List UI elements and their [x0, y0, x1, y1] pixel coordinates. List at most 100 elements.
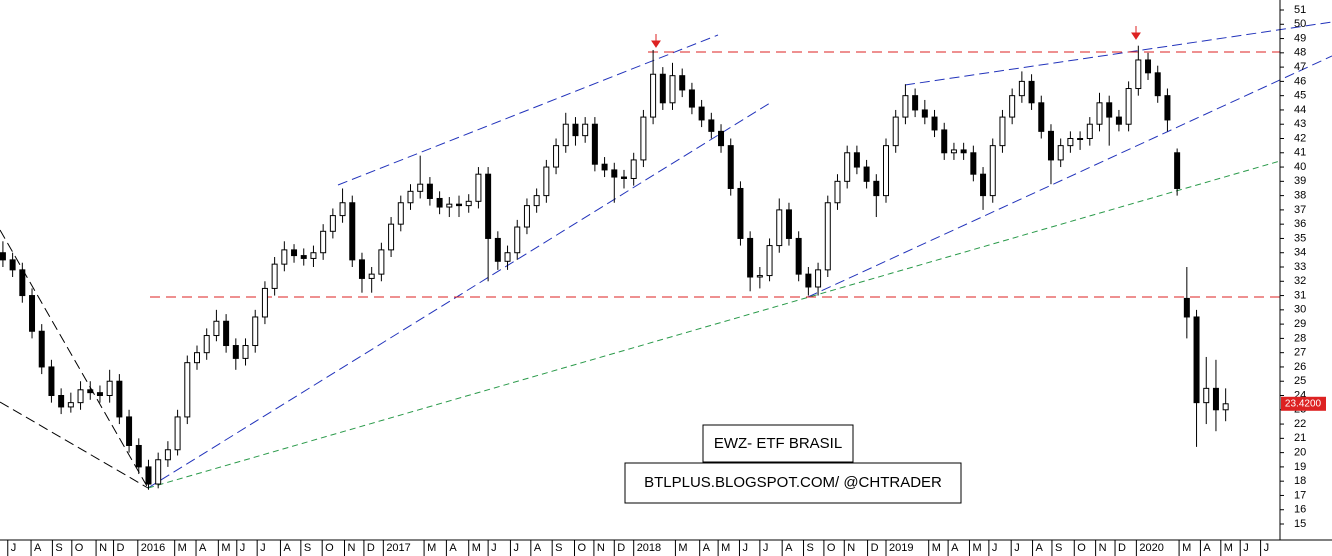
- candle-body: [77, 389, 84, 404]
- candle-body: [1222, 403, 1229, 411]
- x-tick-label: N: [597, 542, 605, 554]
- candle-body: [620, 176, 627, 179]
- x-tick-label: D: [617, 542, 625, 554]
- candle-body: [1145, 59, 1152, 74]
- y-tick-label: 40: [1294, 161, 1306, 173]
- candle-body: [485, 173, 492, 239]
- x-tick-label: A: [703, 542, 711, 554]
- x-tick-label: N: [847, 542, 855, 554]
- x-tick-label: O: [577, 542, 586, 554]
- candle-body: [1154, 72, 1161, 97]
- candle-body: [1028, 80, 1035, 104]
- candle-body: [640, 116, 647, 161]
- candle-body: [310, 252, 317, 259]
- x-tick-label: O: [1077, 542, 1086, 554]
- candle-body: [456, 203, 463, 207]
- candle-body: [756, 275, 763, 278]
- annotation-box: [702, 424, 854, 463]
- trend-line: [337, 34, 719, 186]
- candle-body: [834, 180, 841, 204]
- y-tick-label: 38: [1294, 190, 1306, 202]
- candle-body: [659, 73, 666, 104]
- candle-body: [1077, 137, 1084, 140]
- y-tick-label: 47: [1294, 61, 1306, 73]
- candle-body: [601, 163, 608, 171]
- candle-body: [698, 106, 705, 121]
- candle-body: [1164, 95, 1171, 121]
- candle-body: [727, 145, 734, 189]
- candle-body: [1018, 80, 1025, 97]
- last-price-label: 23.4200: [1285, 398, 1322, 409]
- candle-body: [358, 259, 365, 279]
- candle-body: [912, 95, 919, 111]
- candle-body: [465, 200, 472, 207]
- candle-body: [611, 169, 618, 178]
- y-tick-label: 29: [1294, 318, 1306, 330]
- y-tick-label: 48: [1294, 47, 1306, 59]
- y-tick-label: 33: [1294, 261, 1306, 273]
- candle-body: [892, 116, 899, 147]
- candle-body: [174, 416, 181, 451]
- candle-body: [29, 295, 36, 332]
- candle-body: [747, 237, 754, 278]
- x-tick-label: N: [1099, 542, 1107, 554]
- candle-body: [164, 449, 171, 461]
- candle-body: [38, 330, 45, 368]
- candle-body: [873, 180, 880, 197]
- candle-body: [863, 166, 870, 182]
- candle-body: [436, 197, 443, 208]
- trend-line: [147, 102, 771, 489]
- candle-body: [562, 123, 569, 147]
- x-tick-label: J: [1264, 542, 1270, 554]
- candle-body: [883, 145, 890, 197]
- candle-body: [96, 392, 103, 397]
- candle-body: [591, 123, 598, 165]
- candle-body: [844, 152, 851, 182]
- y-tick-label: 32: [1294, 275, 1306, 287]
- candle-body: [1009, 95, 1016, 118]
- candle-body: [0, 252, 6, 261]
- annotation: EWZ- ETF BRASIL: [714, 435, 842, 452]
- y-tick-label: 30: [1294, 304, 1306, 316]
- candle-body: [1047, 130, 1054, 161]
- x-tick-label: 2019: [889, 542, 913, 554]
- candle-body: [58, 395, 65, 408]
- y-tick-label: 19: [1294, 461, 1306, 473]
- x-tick-label: M: [972, 542, 981, 554]
- y-tick-label: 27: [1294, 347, 1306, 359]
- candle-body: [650, 73, 657, 118]
- candle-body: [1067, 137, 1074, 147]
- candle-body: [853, 152, 860, 168]
- candle-body: [407, 190, 414, 204]
- candle-body: [145, 466, 152, 485]
- y-tick-label: 41: [1294, 147, 1306, 159]
- x-tick-label: A: [199, 542, 207, 554]
- candle-body: [572, 123, 579, 137]
- y-tick-label: 49: [1294, 32, 1306, 44]
- candle-body: [523, 205, 530, 228]
- candle-body: [999, 116, 1006, 147]
- candle-body: [989, 145, 996, 197]
- x-tick-label: D: [367, 542, 375, 554]
- x-tick-label: A: [1036, 542, 1044, 554]
- candle-body: [582, 123, 589, 137]
- x-tick-label: O: [325, 542, 334, 554]
- x-tick-label: J: [260, 542, 266, 554]
- candle-body: [543, 166, 550, 197]
- x-tick-label: D: [117, 542, 125, 554]
- candle-body: [213, 320, 220, 337]
- candle-body: [368, 273, 375, 279]
- candle-body: [1193, 316, 1200, 404]
- candle-body: [980, 173, 987, 197]
- x-tick-label: N: [99, 542, 107, 554]
- candle-body: [1174, 152, 1181, 189]
- x-tick-label: M: [427, 542, 436, 554]
- candle-body: [9, 259, 16, 271]
- x-tick-label: A: [283, 542, 291, 554]
- y-tick-label: 50: [1294, 18, 1306, 30]
- candle-body: [1057, 145, 1064, 161]
- candle-body: [397, 202, 404, 225]
- x-tick-label: D: [1118, 542, 1126, 554]
- x-tick-label: A: [785, 542, 793, 554]
